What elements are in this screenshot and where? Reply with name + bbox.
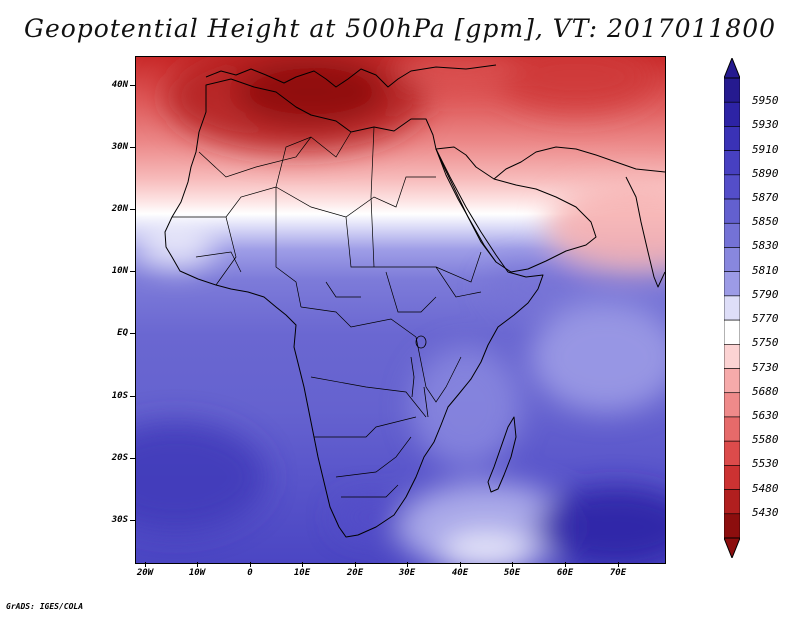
lon-label: 20W — [136, 568, 154, 578]
colorbar-label: 5890 — [752, 166, 779, 180]
map-panel — [135, 56, 666, 564]
lon-tick — [618, 562, 619, 567]
colorbar-cell — [724, 344, 740, 369]
lat-tick — [130, 85, 135, 86]
arabia-outline — [435, 146, 597, 273]
colorbar-cell — [724, 513, 740, 539]
colorbar-cells — [724, 77, 740, 539]
colorbar — [724, 58, 740, 558]
lon-tick — [302, 562, 303, 567]
colorbar-cell — [724, 101, 740, 127]
colorbar-cell — [724, 392, 740, 418]
europe-coast — [205, 64, 497, 88]
lon-label: 60E — [556, 568, 574, 578]
lat-label: 40N — [111, 80, 128, 90]
colorbar-bottom-arrow — [724, 537, 740, 558]
colorbar-label: 5870 — [752, 191, 779, 205]
colorbar-label: 5430 — [752, 505, 779, 519]
lat-label: 30S — [111, 515, 128, 525]
lon-label: 30E — [398, 568, 416, 578]
colorbar-cell — [724, 489, 740, 515]
colorbar-label: 5630 — [752, 408, 779, 422]
lon-tick — [145, 562, 146, 567]
lat-label: 20N — [111, 204, 128, 214]
colorbar-cell — [724, 271, 740, 297]
colorbar-label: 5530 — [752, 457, 779, 471]
lon-label: 10W — [188, 568, 206, 578]
lon-label: 50E — [503, 568, 521, 578]
colorbar-cell — [724, 77, 740, 103]
persian-gulf-coast — [493, 146, 665, 180]
colorbar-cell — [724, 319, 740, 345]
colorbar-label: 5750 — [752, 336, 779, 350]
lon-label: 10E — [293, 568, 311, 578]
colorbar-cell — [724, 198, 740, 224]
coastlines — [164, 64, 665, 538]
lon-tick — [565, 562, 566, 567]
lat-label: EQ — [117, 328, 128, 338]
india-coast — [625, 176, 665, 288]
lon-label: 70E — [609, 568, 627, 578]
colorbar-label: 5480 — [752, 481, 779, 495]
africa-outline — [164, 78, 544, 538]
lon-tick — [250, 562, 251, 567]
lat-tick — [130, 396, 135, 397]
colorbar-label: 5950 — [752, 94, 779, 108]
lon-label: 40E — [451, 568, 469, 578]
colorbar-cell — [724, 222, 740, 248]
colorbar-label: 5830 — [752, 239, 779, 253]
colorbar-label: 5910 — [752, 142, 779, 156]
lon-tick — [512, 562, 513, 567]
field-anomalies — [136, 57, 665, 563]
colorbar-top-arrow — [724, 58, 740, 79]
lon-tick — [460, 562, 461, 567]
colorbar-cell — [724, 247, 740, 272]
colorbar-label: 5680 — [752, 384, 779, 398]
colorbar-label: 5930 — [752, 118, 779, 132]
lat-tick — [130, 333, 135, 334]
lon-label: 20E — [346, 568, 364, 578]
lat-tick — [130, 458, 135, 459]
colorbar-label: 5730 — [752, 360, 779, 374]
lat-tick — [130, 520, 135, 521]
colorbar-label: 5810 — [752, 263, 779, 277]
colorbar-cell — [724, 126, 740, 151]
colorbar-cell — [724, 440, 740, 466]
madagascar-outline — [487, 416, 517, 493]
colorbar-cell — [724, 174, 740, 200]
contour-map — [136, 57, 665, 563]
lon-tick — [355, 562, 356, 567]
lat-tick — [130, 209, 135, 210]
lon-label: 0 — [247, 568, 253, 578]
colorbar-cell — [724, 150, 740, 176]
red-sea — [435, 148, 497, 263]
lon-tick — [407, 562, 408, 567]
colorbar-label: 5580 — [752, 433, 779, 447]
lat-label: 30N — [111, 142, 128, 152]
colorbar-label: 5770 — [752, 312, 779, 326]
colorbar-cell — [724, 295, 740, 321]
colorbar-label: 5790 — [752, 287, 779, 301]
lat-label: 10N — [111, 266, 128, 276]
lat-label: 20S — [111, 453, 128, 463]
chart-title: Geopotential Height at 500hPa [gpm], VT:… — [23, 14, 777, 43]
lat-tick — [130, 147, 135, 148]
lon-tick — [197, 562, 198, 567]
footer-credit: GrADS: IGES/COLA — [6, 602, 84, 611]
colorbar-cell — [724, 368, 740, 394]
colorbar-cell — [724, 416, 740, 442]
lakes — [410, 335, 429, 418]
country-borders — [172, 126, 482, 498]
colorbar-label: 5850 — [752, 215, 779, 229]
colorbar-cell — [724, 465, 740, 490]
lat-label: 10S — [111, 391, 128, 401]
lat-tick — [130, 271, 135, 272]
